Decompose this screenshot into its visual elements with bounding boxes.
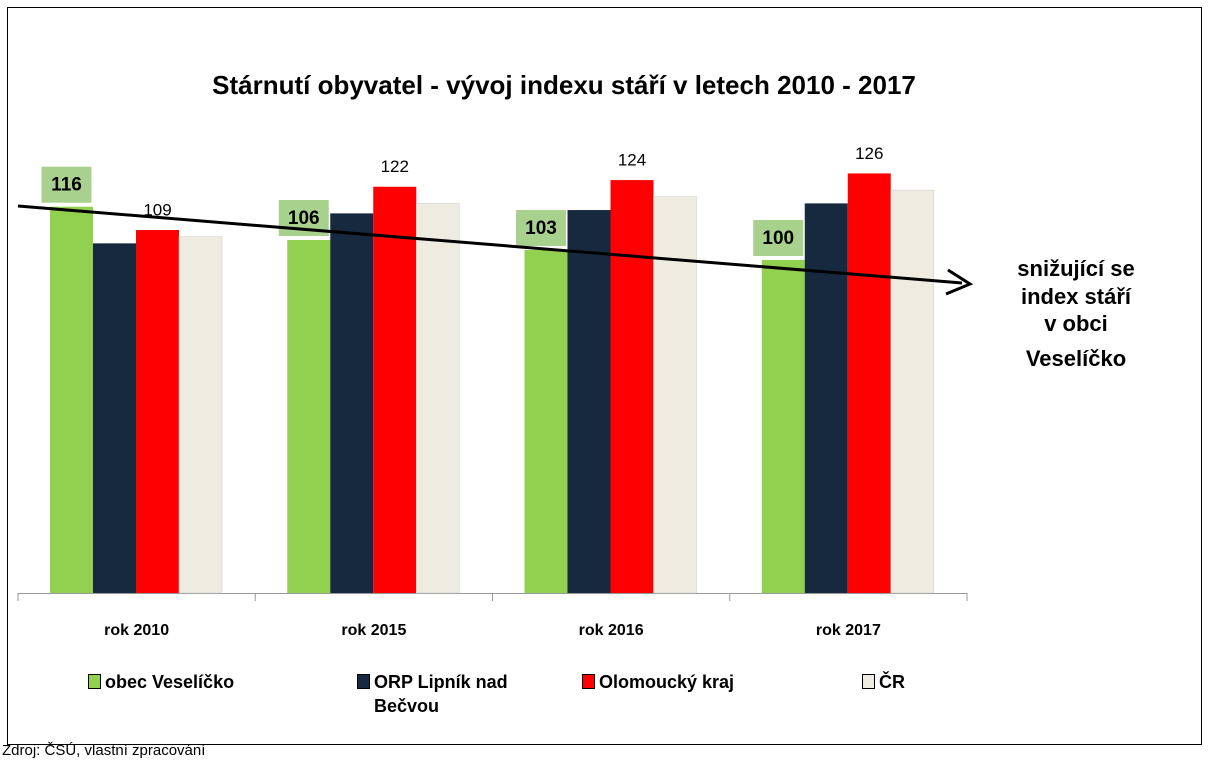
x-tick-label: rok 2016 xyxy=(579,622,644,639)
bar xyxy=(50,206,93,593)
data-label-box xyxy=(753,220,804,256)
annotation: v obci xyxy=(1044,311,1108,336)
legend-label: Olomoucký kraj xyxy=(599,672,735,692)
annotation: Veselíčko xyxy=(1026,346,1126,371)
legend-item: ČR xyxy=(862,670,962,694)
data-label: 100 xyxy=(762,228,794,249)
data-label: 103 xyxy=(525,218,557,239)
trend-arrow xyxy=(17,204,963,285)
bar xyxy=(287,240,331,593)
bar xyxy=(761,260,805,593)
frame xyxy=(7,7,1202,745)
legend-swatch xyxy=(582,674,595,689)
annotation: snižující se xyxy=(1017,256,1134,281)
data-label-box xyxy=(41,166,92,203)
data-label: 109 xyxy=(143,201,171,220)
data-label: 116 xyxy=(51,175,82,196)
x-tick-label: rok 2010 xyxy=(104,622,169,639)
legend-item: obec Veselíčko xyxy=(88,670,348,694)
data-label: 124 xyxy=(618,151,646,170)
legend-swatch xyxy=(862,674,875,689)
source: Zdroj: ČSÚ, vlastní zpracování xyxy=(2,742,206,759)
bar xyxy=(610,180,654,593)
arrow-head xyxy=(945,268,974,296)
chart-title: Stárnutí obyvatel - vývoj indexu stáří v… xyxy=(212,70,916,100)
legend-swatch xyxy=(88,674,101,689)
data-label-box xyxy=(516,210,566,247)
data-label: 122 xyxy=(381,157,409,176)
bar xyxy=(416,203,460,594)
data-label: 126 xyxy=(855,144,883,163)
data-label: 106 xyxy=(288,208,320,229)
bar xyxy=(524,250,568,593)
bar xyxy=(653,196,697,594)
legend-item: Olomoucký kraj xyxy=(582,670,842,694)
x-tick-label: rok 2015 xyxy=(341,622,406,639)
bar xyxy=(136,230,179,593)
bar xyxy=(567,210,611,594)
legend-label: ČR xyxy=(879,672,905,692)
bar xyxy=(804,203,848,593)
bar xyxy=(373,186,417,594)
legend-label: obec Veselíčko xyxy=(105,672,235,692)
x-tick-label: rok 2017 xyxy=(816,622,881,639)
legend-swatch xyxy=(357,674,370,689)
annotation: index stáří xyxy=(1021,284,1132,309)
bar xyxy=(890,189,934,594)
legend-item: ORP Lipník nad Bečvou xyxy=(357,670,557,718)
legend-label: ORP Lipník nad Bečvou xyxy=(374,672,508,716)
bar xyxy=(330,213,374,593)
bar xyxy=(178,236,223,594)
bar xyxy=(847,173,891,594)
bar xyxy=(93,243,136,593)
